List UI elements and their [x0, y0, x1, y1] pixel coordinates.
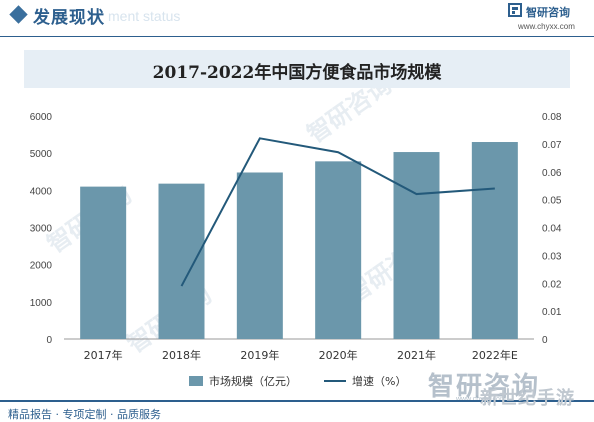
- chart-title-band: 2017-2022年中国方便食品市场规模: [24, 50, 570, 88]
- y-right-tick-label: 0.08: [542, 112, 562, 123]
- footer-corner-watermark: 新世纪手游: [480, 388, 575, 409]
- bar: [471, 142, 518, 339]
- x-axis: 2017年 2018年 2019年 2020年 2021年 2022年E: [84, 348, 518, 362]
- y-left-tick-label: 3000: [30, 224, 53, 235]
- brand-name[interactable]: 智研咨询: [526, 6, 570, 19]
- y-left-tick-label: 4000: [30, 186, 53, 197]
- y-right-tick-label: 0.05: [542, 196, 562, 207]
- bar: [393, 152, 440, 339]
- y-right-tick-label: 0.04: [542, 224, 562, 235]
- section-title-watermark: ment status: [108, 8, 181, 24]
- bar: [315, 161, 362, 339]
- legend-label-line: 增速（%）: [352, 375, 407, 388]
- x-tick-label: 2021年: [397, 348, 436, 362]
- y-right-tick-label: 0.01: [542, 307, 562, 318]
- y-left-tick-label: 5000: [30, 149, 53, 160]
- y-left-tick-label: 6000: [30, 112, 53, 123]
- page-footer: 精品报告 · 专项定制 · 品质服务: [0, 400, 594, 422]
- brand-website[interactable]: www.chyxx.com: [518, 22, 575, 31]
- y-left-tick-label: 2000: [30, 261, 53, 272]
- y-right-tick-label: 0: [542, 335, 548, 346]
- x-tick-label: 2020年: [319, 348, 358, 362]
- footer-slogan: 精品报告 · 专项定制 · 品质服务: [8, 408, 161, 421]
- line-series: [180, 137, 495, 287]
- x-tick-label: 2019年: [240, 348, 279, 362]
- corner-watermark-website: www.chyxx.com: [456, 396, 506, 403]
- corner-watermark: 智研咨询: [428, 372, 541, 402]
- y-left-tick-label: 1000: [30, 298, 53, 309]
- legend-swatch-bar: [189, 376, 203, 386]
- y-axis-right: 0 0.01 0.02 0.03 0.04 0.05 0.06 0.07 0.08: [542, 112, 562, 346]
- bar: [158, 183, 205, 339]
- y-right-tick-label: 0.02: [542, 279, 562, 290]
- legend-label-bar: 市场规模（亿元）: [209, 375, 297, 388]
- page-header: 发展现状 ment status 智研咨询 www.chyxx.com: [0, 0, 594, 36]
- bar: [80, 186, 127, 339]
- chyxx-logo-icon: [508, 3, 522, 17]
- footer-divider: [0, 400, 594, 402]
- y-right-tick-label: 0.06: [542, 168, 562, 179]
- y-axis-left: 0 1000 2000 3000 4000 5000 6000: [30, 112, 53, 346]
- x-tick-label: 2017年: [84, 348, 123, 362]
- section-title: 发展现状: [33, 8, 105, 28]
- legend-swatch-line: [324, 380, 346, 382]
- x-tick-label: 2022年E: [472, 348, 518, 362]
- bar-series: [80, 142, 518, 339]
- y-right-tick-label: 0.07: [542, 140, 562, 151]
- chart-legend: 市场规模（亿元） 增速（%）: [0, 373, 594, 389]
- header-divider: [0, 36, 594, 37]
- x-tick-label: 2018年: [162, 348, 201, 362]
- growth-line: [180, 137, 495, 287]
- y-left-tick-label: 0: [46, 335, 52, 346]
- chart-title: 2017-2022年中国方便食品市场规模: [152, 63, 442, 83]
- bar: [236, 172, 283, 339]
- y-right-tick-label: 0.03: [542, 251, 562, 262]
